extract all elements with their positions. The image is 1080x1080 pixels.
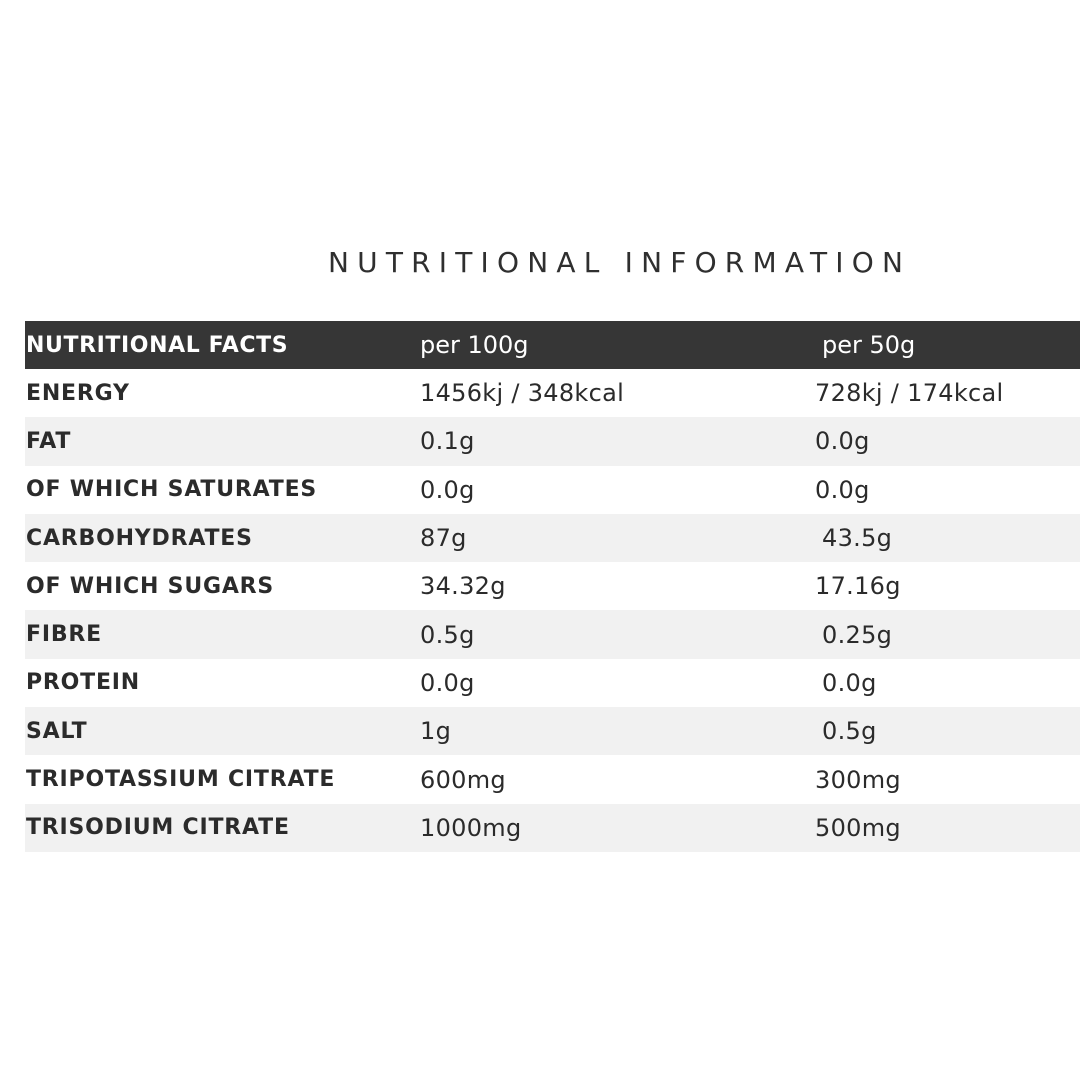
table-row: OF WHICH SUGARS 34.32g 17.16g xyxy=(25,562,1080,611)
nutrient-label: OF WHICH SATURATES xyxy=(26,477,318,503)
per-100g-value: 0.5g xyxy=(420,620,475,649)
nutrient-label: PROTEIN xyxy=(26,670,140,696)
nutrient-label: OF WHICH SUGARS xyxy=(26,573,275,599)
table-row: OF WHICH SATURATES 0.0g 0.0g xyxy=(25,465,1080,514)
page-title: NUTRITIONAL INFORMATION xyxy=(328,246,912,279)
header-nutritional-facts: NUTRITIONAL FACTS xyxy=(26,332,289,358)
per-50g-value: 0.0g xyxy=(822,668,877,697)
table-row: TRISODIUM CITRATE 1000mg 500mg xyxy=(25,803,1080,852)
table-row: CARBOHYDRATES 87g 43.5g xyxy=(25,513,1080,563)
table-row: SALT 1g 0.5g xyxy=(25,707,1080,756)
nutrient-label: TRISODIUM CITRATE xyxy=(26,815,290,841)
per-50g-value: 728kj / 174kcal xyxy=(815,379,1004,408)
per-50g-value: 0.0g xyxy=(815,427,870,456)
per-50g-value: 300mg xyxy=(815,765,901,794)
per-100g-value: 0.1g xyxy=(420,427,475,456)
per-100g-value: 34.32g xyxy=(420,572,506,601)
nutrient-label: CARBOHYDRATES xyxy=(26,525,253,551)
per-50g-value: 17.16g xyxy=(815,572,901,601)
per-100g-value: 600mg xyxy=(420,765,506,794)
header-per-50g: per 50g xyxy=(822,331,916,359)
nutrition-table: NUTRITIONAL FACTS per 100g per 50g ENERG… xyxy=(25,321,1080,852)
table-row: FAT 0.1g 0.0g xyxy=(25,417,1080,466)
nutrient-label: FAT xyxy=(26,428,72,454)
per-100g-value: 1g xyxy=(420,717,452,746)
table-row: TRIPOTASSIUM CITRATE 600mg 300mg xyxy=(25,755,1080,804)
per-100g-value: 0.0g xyxy=(420,475,475,504)
per-50g-value: 500mg xyxy=(815,813,901,842)
nutrient-label: ENERGY xyxy=(26,380,130,406)
nutrient-label: FIBRE xyxy=(26,622,102,648)
table-row: PROTEIN 0.0g 0.0g xyxy=(25,658,1080,708)
per-100g-value: 0.0g xyxy=(420,668,475,697)
per-50g-value: 0.25g xyxy=(822,620,893,649)
per-100g-value: 1000mg xyxy=(420,813,522,842)
per-50g-value: 0.5g xyxy=(822,717,877,746)
per-50g-value: 0.0g xyxy=(815,475,870,504)
per-100g-value: 87g xyxy=(420,524,467,553)
nutrient-label: SALT xyxy=(26,718,88,744)
table-header-row: NUTRITIONAL FACTS per 100g per 50g xyxy=(25,321,1080,369)
per-50g-value: 43.5g xyxy=(822,524,893,553)
table-row: ENERGY 1456kj / 348kcal 728kj / 174kcal xyxy=(25,369,1080,418)
header-per-100g: per 100g xyxy=(420,331,529,359)
nutrient-label: TRIPOTASSIUM CITRATE xyxy=(26,767,336,793)
table-row: FIBRE 0.5g 0.25g xyxy=(25,610,1080,659)
per-100g-value: 1456kj / 348kcal xyxy=(420,379,625,408)
